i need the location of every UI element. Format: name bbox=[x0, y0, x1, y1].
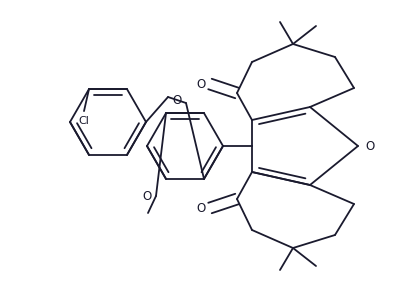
Text: Cl: Cl bbox=[79, 116, 89, 126]
Text: O: O bbox=[365, 140, 374, 152]
Text: O: O bbox=[197, 77, 206, 91]
Text: O: O bbox=[173, 95, 182, 107]
Text: O: O bbox=[197, 201, 206, 215]
Text: O: O bbox=[143, 190, 152, 202]
